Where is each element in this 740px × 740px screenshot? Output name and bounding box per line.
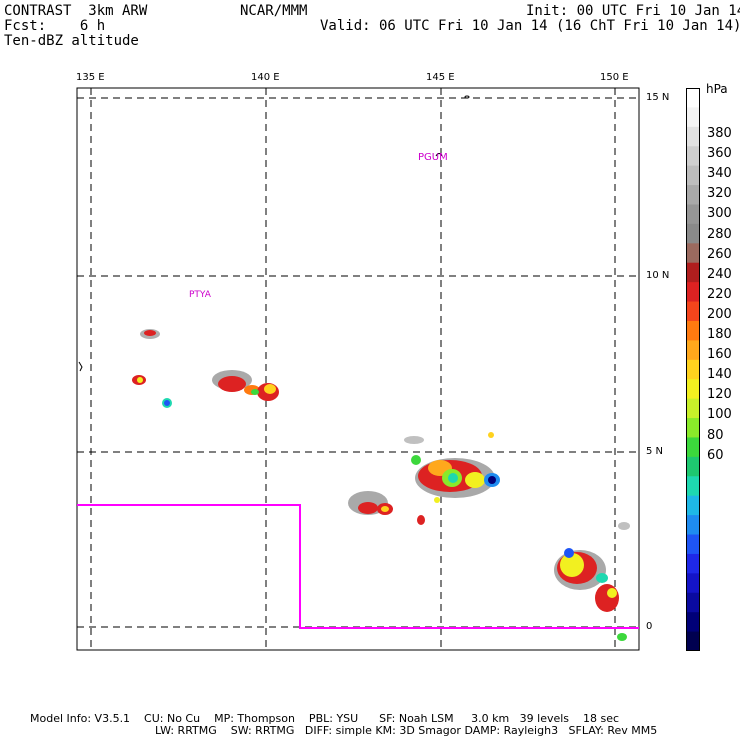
colorbar-swatch — [686, 340, 700, 361]
organization: NCAR/MMM — [240, 3, 308, 19]
colorbar-tick-label: 280 — [707, 226, 732, 242]
colorbar-swatch — [686, 320, 700, 341]
colorbar — [686, 88, 700, 651]
echo-cell — [596, 573, 608, 583]
colorbar-swatch — [686, 359, 700, 380]
colorbar-swatch — [686, 262, 700, 283]
colorbar-swatch — [686, 88, 700, 108]
lon-label-150: 150 E — [600, 72, 629, 83]
colorbar-swatch — [686, 495, 700, 516]
model-info-line1: Model Info: V3.5.1 CU: No Cu MP: Thompso… — [30, 712, 620, 725]
colorbar-swatch — [686, 476, 700, 497]
echo-cell — [488, 432, 494, 438]
colorbar-swatch — [686, 553, 700, 574]
model-info-line2: LW: RRTMG SW: RRTMG DIFF: simple KM: 3D … — [155, 724, 658, 737]
echo-cell — [618, 522, 630, 530]
colorbar-swatch — [686, 456, 700, 477]
echo-cell — [137, 377, 143, 383]
lon-label-145: 145 E — [426, 72, 455, 83]
guam-outline — [435, 153, 443, 157]
colorbar-swatch — [686, 146, 700, 167]
colorbar-tick-label: 200 — [707, 306, 732, 322]
echo-cell — [164, 400, 170, 406]
boundary-line — [77, 504, 639, 629]
echo-cell — [264, 384, 276, 394]
colorbar-tick-label: 300 — [707, 206, 732, 222]
echo-cell — [617, 633, 627, 641]
echo-cell — [404, 436, 424, 444]
colorbar-tick-label: 60 — [707, 447, 724, 463]
colorbar-swatch — [686, 515, 700, 536]
init-time: Init: 00 UTC Fri 10 Jan 14 — [526, 3, 740, 19]
echo-cell — [595, 584, 619, 612]
colorbar-swatch — [686, 282, 700, 303]
echo-cell — [448, 473, 458, 483]
echo-cell — [434, 497, 440, 503]
colorbar-swatch — [686, 418, 700, 438]
colorbar-swatch — [686, 223, 700, 244]
lon-label-140: 140 E — [251, 72, 280, 83]
lat-label-0: 0 — [646, 621, 653, 632]
colorbar-tick-label: 360 — [707, 146, 732, 162]
colorbar-tick-label: 240 — [707, 266, 732, 282]
valid-time: Valid: 06 UTC Fri 10 Jan 14 (16 ChT Fri … — [320, 18, 740, 34]
colorbar-tick-label: 340 — [707, 166, 732, 182]
colorbar-swatch — [686, 437, 700, 458]
echo-cell — [358, 502, 378, 514]
colorbar-swatch — [686, 107, 700, 128]
colorbar-tick-label: 100 — [707, 407, 732, 423]
colorbar-swatch — [686, 165, 700, 186]
colorbar-tick-label: 120 — [707, 387, 732, 403]
island-outline — [78, 361, 83, 372]
colorbar-swatch — [686, 126, 700, 147]
model-title: CONTRAST 3km ARW — [4, 3, 148, 19]
colorbar-swatch — [686, 204, 700, 225]
colorbar-swatch — [686, 379, 700, 400]
colorbar-swatch — [686, 612, 700, 633]
colorbar-tick-label: 180 — [707, 327, 732, 342]
colorbar-swatch — [686, 185, 700, 205]
colorbar-frame — [686, 88, 700, 651]
echo-cell — [381, 506, 389, 512]
colorbar-tick-label: 160 — [707, 347, 732, 363]
echo-cell — [488, 476, 496, 484]
lat-label-5: 5 N — [646, 446, 664, 457]
echo-cell — [564, 548, 574, 558]
place-label-ptya: PTYA — [189, 290, 211, 300]
lon-label-135: 135 E — [76, 72, 105, 83]
colorbar-swatch — [686, 243, 700, 264]
colorbar-swatch — [686, 573, 700, 594]
colorbar-tick-label: 320 — [707, 186, 732, 202]
echo-cell — [411, 455, 421, 465]
colorbar-swatch — [686, 631, 700, 651]
echo-cell — [218, 376, 246, 392]
map-frame — [76, 87, 640, 651]
colorbar-tick-label: 140 — [707, 367, 732, 383]
place-label-pgum: PGUM — [418, 152, 448, 163]
echo-cells — [132, 329, 630, 641]
station-markers — [78, 95, 470, 372]
echo-cell — [251, 389, 259, 395]
colorbar-swatch — [686, 592, 700, 613]
island-outline — [464, 95, 470, 99]
colorbar-unit: hPa — [706, 82, 728, 96]
colorbar-tick-label: 380 — [707, 126, 732, 141]
echo-cell — [417, 515, 425, 525]
echo-cell — [607, 588, 617, 598]
field-name: Ten-dBZ altitude — [4, 33, 139, 49]
echo-cell — [465, 472, 485, 488]
colorbar-tick-label: 220 — [707, 286, 732, 302]
echo-cell — [144, 330, 156, 336]
echo-cell — [560, 553, 584, 577]
colorbar-tick-label: 80 — [707, 427, 724, 443]
colorbar-swatch — [686, 301, 700, 322]
forecast-hour: Fcst: 6 h — [4, 18, 106, 34]
lat-label-15: 15 N — [646, 92, 670, 103]
colorbar-tick-label: 260 — [707, 246, 732, 262]
lat-label-10: 10 N — [646, 270, 670, 281]
colorbar-swatch — [686, 534, 700, 555]
colorbar-swatch — [686, 398, 700, 419]
